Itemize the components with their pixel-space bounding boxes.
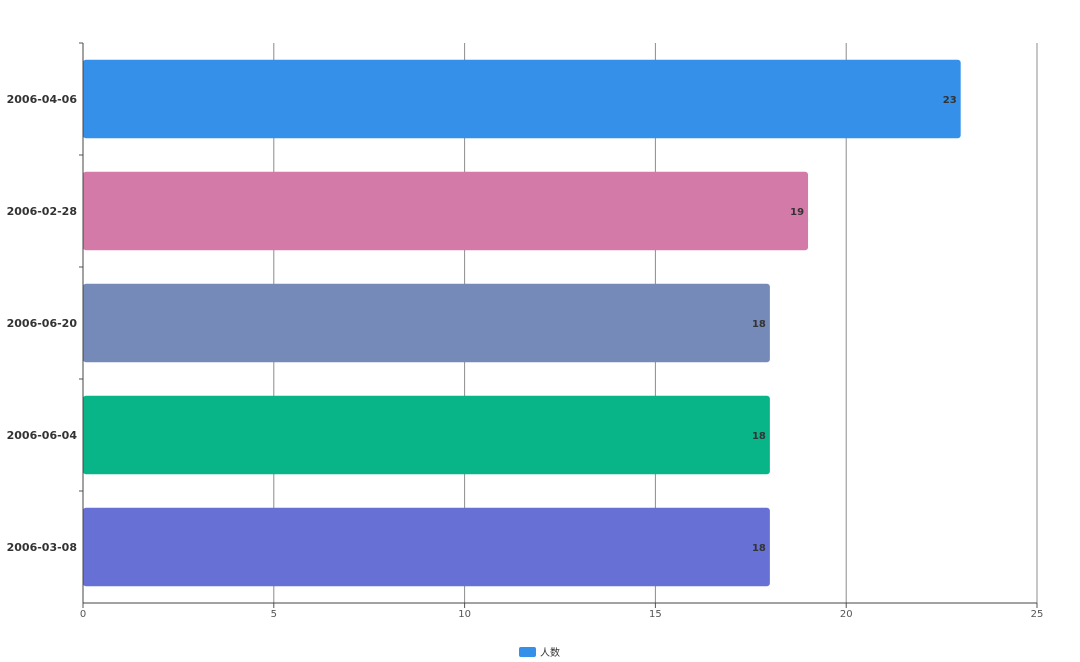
x-tick-label: 0 (80, 609, 86, 620)
axes-group (79, 42, 1038, 608)
category-label: 2006-06-04 (7, 429, 78, 442)
bars-group (83, 59, 961, 587)
x-tick-label: 10 (458, 609, 471, 620)
bar[interactable] (83, 171, 809, 251)
bar[interactable] (83, 59, 961, 139)
bar[interactable] (83, 507, 770, 587)
data-label: 23 (943, 95, 957, 106)
x-tick-label: 15 (649, 609, 662, 620)
legend-swatch[interactable] (519, 647, 536, 657)
data-label: 18 (752, 319, 766, 330)
x-tick-label: 25 (1031, 609, 1044, 620)
category-label: 2006-06-20 (7, 317, 78, 330)
x-tick-label: 5 (271, 609, 277, 620)
legend[interactable]: 人数 (519, 646, 560, 659)
bar[interactable] (83, 395, 770, 475)
data-label: 19 (790, 207, 804, 218)
category-label: 2006-02-28 (7, 205, 77, 218)
data-label: 18 (752, 431, 766, 442)
data-label: 18 (752, 543, 766, 554)
bar[interactable] (83, 283, 770, 363)
labels-group: 0 5 10 15 20 25 2006-04-06 23 2006-02-28 19 2006-0… (7, 93, 1044, 620)
category-label: 2006-04-06 (7, 93, 78, 106)
legend-label[interactable]: 人数 (540, 646, 560, 659)
x-tick-label: 20 (840, 609, 853, 620)
category-label: 2006-03-08 (7, 541, 77, 554)
